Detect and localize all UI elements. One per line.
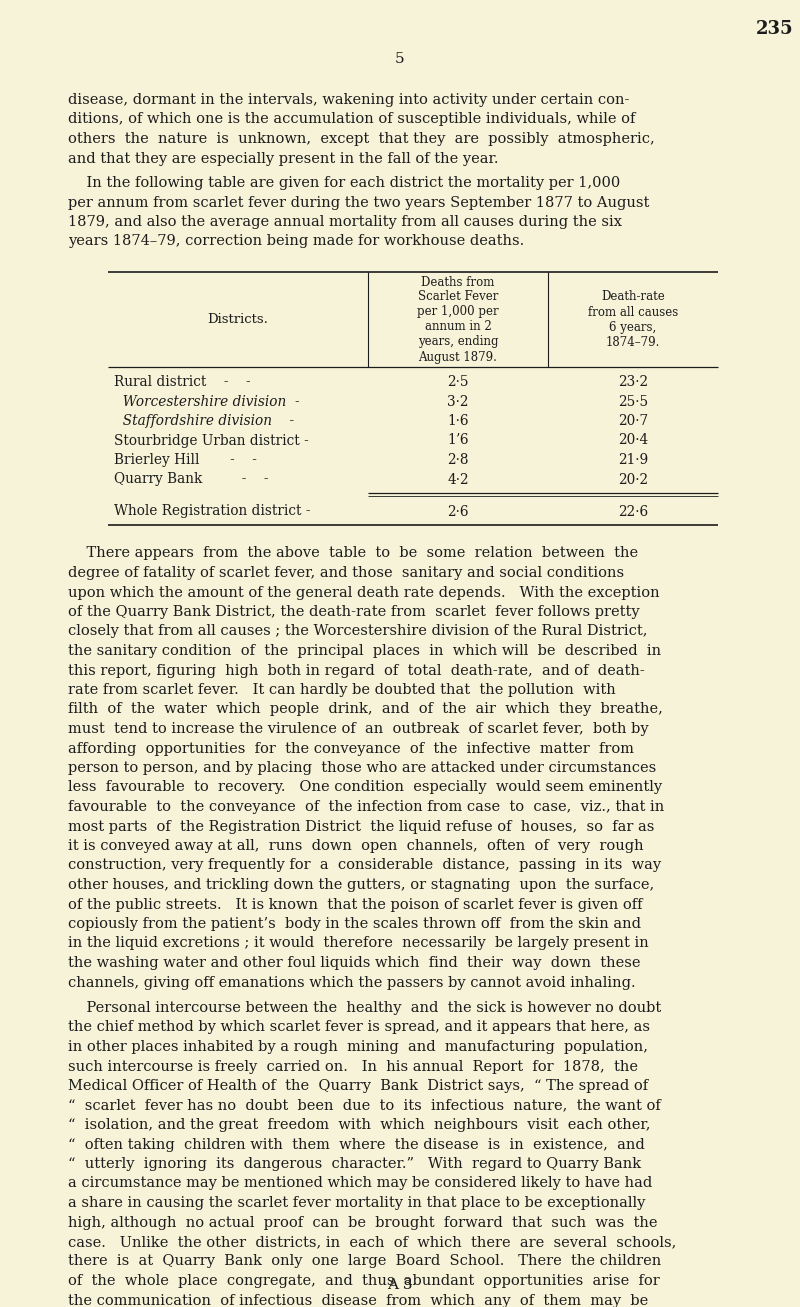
Text: “  utterly  ignoring  its  dangerous  character.”   With  regard to Quarry Bank: “ utterly ignoring its dangerous charact… <box>68 1157 641 1171</box>
Text: Death-rate
from all causes
6 years,
1874–79.: Death-rate from all causes 6 years, 1874… <box>588 290 678 349</box>
Text: 1·6: 1·6 <box>447 414 469 427</box>
Text: 2·6: 2·6 <box>447 505 469 519</box>
Text: others  the  nature  is  unknown,  except  that they  are  possibly  atmospheric: others the nature is unknown, except tha… <box>68 132 654 146</box>
Text: 2·5: 2·5 <box>447 375 469 389</box>
Text: of the Quarry Bank District, the death-rate from  scarlet  fever follows pretty: of the Quarry Bank District, the death-r… <box>68 605 640 620</box>
Text: in other places inhabited by a rough  mining  and  manufacturing  population,: in other places inhabited by a rough min… <box>68 1040 648 1053</box>
Text: and that they are especially present in the fall of the year.: and that they are especially present in … <box>68 152 498 166</box>
Text: 4·2: 4·2 <box>447 473 469 486</box>
Text: construction, very frequently for  a  considerable  distance,  passing  in its  : construction, very frequently for a cons… <box>68 859 661 873</box>
Text: a circumstance may be mentioned which may be considered likely to have had: a circumstance may be mentioned which ma… <box>68 1176 652 1191</box>
Text: 22·6: 22·6 <box>618 505 648 519</box>
Text: Staffordshire division    -: Staffordshire division - <box>114 414 294 427</box>
Text: most parts  of  the Registration District  the liquid refuse of  houses,  so  fa: most parts of the Registration District … <box>68 819 654 834</box>
Text: the washing water and other foul liquids which  find  their  way  down  these: the washing water and other foul liquids… <box>68 955 641 970</box>
Text: it is conveyed away at all,  runs  down  open  channels,  often  of  very  rough: it is conveyed away at all, runs down op… <box>68 839 644 853</box>
Text: upon which the amount of the general death rate depends.   With the exception: upon which the amount of the general dea… <box>68 586 660 600</box>
Text: case.   Unlike  the other  districts, in  each  of  which  there  are  several  : case. Unlike the other districts, in eac… <box>68 1235 676 1249</box>
Text: 3·2: 3·2 <box>447 395 469 409</box>
Text: 5: 5 <box>395 52 405 65</box>
Text: rate from scarlet fever.   It can hardly be doubted that  the pollution  with: rate from scarlet fever. It can hardly b… <box>68 684 616 697</box>
Text: years 1874–79, correction being made for workhouse deaths.: years 1874–79, correction being made for… <box>68 234 524 248</box>
Text: “  scarlet  fever has no  doubt  been  due  to  its  infectious  nature,  the wa: “ scarlet fever has no doubt been due to… <box>68 1098 661 1112</box>
Text: 235: 235 <box>756 20 794 38</box>
Text: closely that from all causes ; the Worcestershire division of the Rural District: closely that from all causes ; the Worce… <box>68 625 647 639</box>
Text: 1ʼ6: 1ʼ6 <box>447 434 469 447</box>
Text: the chief method by which scarlet fever is spread, and it appears that here, as: the chief method by which scarlet fever … <box>68 1021 650 1035</box>
Text: high, although  no actual  proof  can  be  brought  forward  that  such  was  th: high, although no actual proof can be br… <box>68 1216 658 1230</box>
Text: less  favourable  to  recovery.   One condition  especially  would seem eminentl: less favourable to recovery. One conditi… <box>68 780 662 795</box>
Text: Medical Officer of Health of  the  Quarry  Bank  District says,  “ The spread of: Medical Officer of Health of the Quarry … <box>68 1080 648 1093</box>
Text: “  often taking  children with  them  where  the disease  is  in  existence,  an: “ often taking children with them where … <box>68 1137 645 1151</box>
Text: Brierley Hill       -    -: Brierley Hill - - <box>114 454 257 467</box>
Text: Worcestershire division  -: Worcestershire division - <box>114 395 300 409</box>
Text: Districts.: Districts. <box>207 312 269 325</box>
Text: favourable  to  the conveyance  of  the infection from case  to  case,  viz., th: favourable to the conveyance of the infe… <box>68 800 664 814</box>
Text: per annum from scarlet fever during the two years September 1877 to August: per annum from scarlet fever during the … <box>68 196 650 209</box>
Text: copiously from the patient’s  body in the scales thrown off  from the skin and: copiously from the patient’s body in the… <box>68 918 641 931</box>
Text: must  tend to increase the virulence of  an  outbreak  of scarlet fever,  both b: must tend to increase the virulence of a… <box>68 721 649 736</box>
Text: 21·9: 21·9 <box>618 454 648 467</box>
Text: such intercourse is freely  carried on.   In  his annual  Report  for  1878,  th: such intercourse is freely carried on. I… <box>68 1060 638 1073</box>
Text: Quarry Bank         -    -: Quarry Bank - - <box>114 473 269 486</box>
Text: a share in causing the scarlet fever mortality in that place to be exceptionally: a share in causing the scarlet fever mor… <box>68 1196 646 1210</box>
Text: 20·7: 20·7 <box>618 414 648 427</box>
Text: 25·5: 25·5 <box>618 395 648 409</box>
Text: there  is  at  Quarry  Bank  only  one  large  Board  School.   There  the child: there is at Quarry Bank only one large B… <box>68 1255 662 1269</box>
Text: Personal intercourse between the  healthy  and  the sick is however no doubt: Personal intercourse between the healthy… <box>68 1001 662 1016</box>
Text: the sanitary condition  of  the  principal  places  in  which will  be  describe: the sanitary condition of the principal … <box>68 644 661 657</box>
Text: 1879, and also the average annual mortality from all causes during the six: 1879, and also the average annual mortal… <box>68 214 622 229</box>
Text: degree of fatality of scarlet fever, and those  sanitary and social conditions: degree of fatality of scarlet fever, and… <box>68 566 624 580</box>
Text: 2·8: 2·8 <box>447 454 469 467</box>
Text: 20·2: 20·2 <box>618 473 648 486</box>
Text: Whole Registration district -: Whole Registration district - <box>114 505 310 519</box>
Text: Stourbridge Urban district -: Stourbridge Urban district - <box>114 434 309 447</box>
Text: other houses, and trickling down the gutters, or stagnating  upon  the surface,: other houses, and trickling down the gut… <box>68 878 654 891</box>
Text: in the liquid excretions ; it would  therefore  necessarily  be largely present : in the liquid excretions ; it would ther… <box>68 937 649 950</box>
Text: of  the  whole  place  congregate,  and  thus  abundant  opportunities  arise  f: of the whole place congregate, and thus … <box>68 1274 660 1287</box>
Text: of the public streets.   It is known  that the poison of scarlet fever is given : of the public streets. It is known that … <box>68 898 642 911</box>
Text: Rural district    -    -: Rural district - - <box>114 375 250 389</box>
Text: There appears  from  the above  table  to  be  some  relation  between  the: There appears from the above table to be… <box>68 546 638 561</box>
Text: filth  of  the  water  which  people  drink,  and  of  the  air  which  they  br: filth of the water which people drink, a… <box>68 702 663 716</box>
Text: 23·2: 23·2 <box>618 375 648 389</box>
Text: person to person, and by placing  those who are attacked under circumstances: person to person, and by placing those w… <box>68 761 656 775</box>
Text: “  isolation, and the great  freedom  with  which  neighbours  visit  each other: “ isolation, and the great freedom with … <box>68 1117 650 1132</box>
Text: ditions, of which one is the accumulation of susceptible individuals, while of: ditions, of which one is the accumulatio… <box>68 112 635 127</box>
Text: disease, dormant in the intervals, wakening into activity under certain con-: disease, dormant in the intervals, waken… <box>68 93 630 107</box>
Text: 20·4: 20·4 <box>618 434 648 447</box>
Text: channels, giving off emanations which the passers by cannot avoid inhaling.: channels, giving off emanations which th… <box>68 975 636 989</box>
Text: In the following table are given for each district the mortality per 1,000: In the following table are given for eac… <box>68 176 620 190</box>
Text: A 3: A 3 <box>387 1278 413 1293</box>
Text: the communication  of infectious  disease  from  which  any  of  them  may  be: the communication of infectious disease … <box>68 1294 648 1307</box>
Text: Deaths from
Scarlet Fever
per 1,000 per
annum in 2
years, ending
August 1879.: Deaths from Scarlet Fever per 1,000 per … <box>417 276 499 363</box>
Text: affording  opportunities  for  the conveyance  of  the  infective  matter  from: affording opportunities for the conveyan… <box>68 741 634 755</box>
Text: this report, figuring  high  both in regard  of  total  death-rate,  and of  dea: this report, figuring high both in regar… <box>68 664 645 677</box>
